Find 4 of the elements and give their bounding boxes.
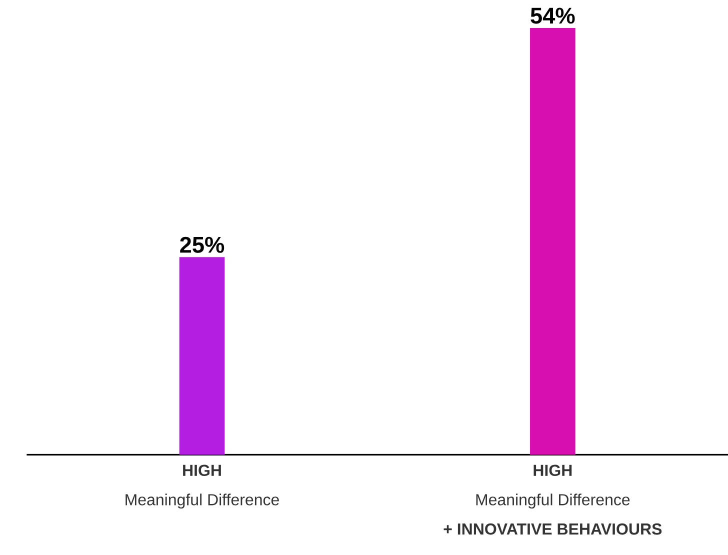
x-tick-label: HIGH Meaningful Difference + INNOVATIVE BEHAVIOURS [444, 464, 662, 535]
data-label: 54% [530, 8, 575, 24]
data-label: 25% [180, 236, 224, 254]
x-tick-label: HIGH Meaningful Difference [126, 464, 279, 509]
